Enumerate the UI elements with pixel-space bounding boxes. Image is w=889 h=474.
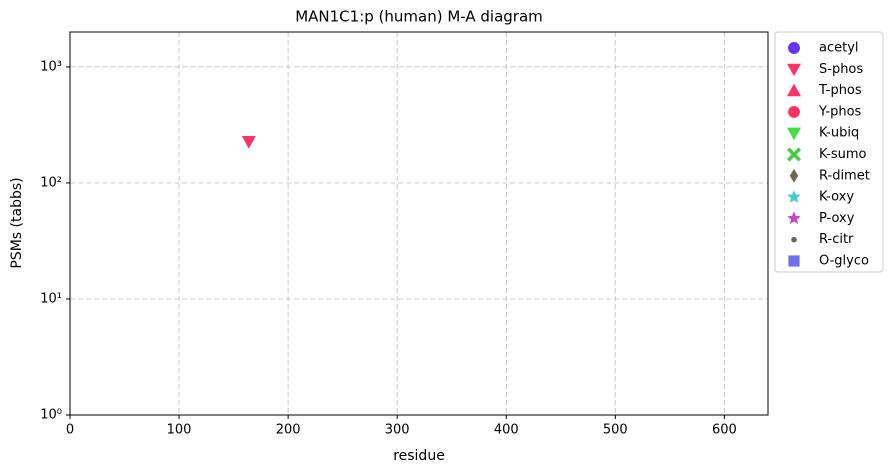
x-axis-label: residue [393, 448, 445, 464]
legend-box [774, 31, 884, 273]
y-tick-label: 10⁰ [40, 408, 62, 423]
x-tick-label: 500 [603, 423, 628, 438]
legend-label: P-oxy [819, 211, 855, 226]
legend-label: R-citr [819, 232, 854, 247]
x-tick-label: 100 [167, 423, 192, 438]
y-tick-label: 10³ [40, 59, 62, 74]
legend-marker [788, 42, 800, 54]
legend-marker [787, 83, 801, 97]
legend-label: T-phos [818, 83, 862, 98]
legend-marker [787, 63, 801, 77]
legend-marker [787, 211, 801, 225]
x-tick-label: 0 [66, 423, 74, 438]
data-point [241, 136, 256, 149]
x-tick-label: 300 [385, 423, 410, 438]
x-tick-label: 600 [712, 423, 737, 438]
legend-marker [788, 105, 800, 118]
legend-marker [787, 190, 801, 203]
legend-label: acetyl [819, 41, 859, 56]
legend-label: O-glyco [819, 254, 869, 269]
chart-title: MAN1C1:p (human) M-A diagram [295, 8, 543, 26]
x-tick-label: 400 [494, 423, 519, 438]
legend-marker [787, 127, 801, 141]
y-tick-label: 10² [40, 175, 62, 190]
y-tick-label: 10¹ [40, 291, 62, 306]
legend-marker [788, 255, 800, 267]
legend-label: K-oxy [819, 190, 854, 205]
legend-label: R-dimet [819, 168, 870, 183]
plot-frame [69, 31, 769, 416]
legend-marker [787, 147, 801, 162]
legend-label: Y-phos [818, 104, 862, 119]
legend-label: K-sumo [819, 147, 867, 162]
y-axis-label: PSMs (tabbs) [9, 177, 25, 268]
legend-label: K-ubiq [819, 126, 859, 141]
legend-label: S-phos [819, 62, 863, 77]
legend-marker [789, 168, 799, 183]
legend-marker [791, 236, 797, 243]
x-tick-label: 200 [276, 423, 301, 438]
